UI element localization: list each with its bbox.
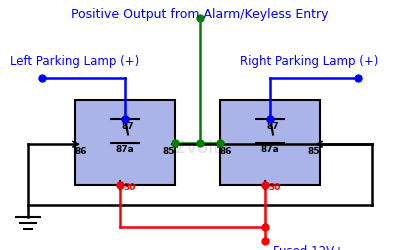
Text: 30: 30 <box>123 183 135 192</box>
Text: 85: 85 <box>308 147 320 156</box>
Text: Right Parking Lamp (+): Right Parking Lamp (+) <box>240 55 378 68</box>
Bar <box>220 100 320 185</box>
Text: Left Parking Lamp (+): Left Parking Lamp (+) <box>10 55 139 68</box>
Text: 87a: 87a <box>261 146 279 154</box>
Text: 30: 30 <box>268 183 280 192</box>
Text: 86: 86 <box>75 147 87 156</box>
Text: 86: 86 <box>220 147 232 156</box>
Text: 87: 87 <box>122 122 134 131</box>
Text: 87: 87 <box>267 122 279 131</box>
Bar <box>75 100 175 185</box>
Text: the12volt.com: the12volt.com <box>135 139 265 157</box>
Text: Positive Output from Alarm/Keyless Entry: Positive Output from Alarm/Keyless Entry <box>71 8 329 21</box>
Text: 87a: 87a <box>116 146 134 154</box>
Text: Fused 12V+: Fused 12V+ <box>273 245 344 250</box>
Text: 85: 85 <box>163 147 175 156</box>
